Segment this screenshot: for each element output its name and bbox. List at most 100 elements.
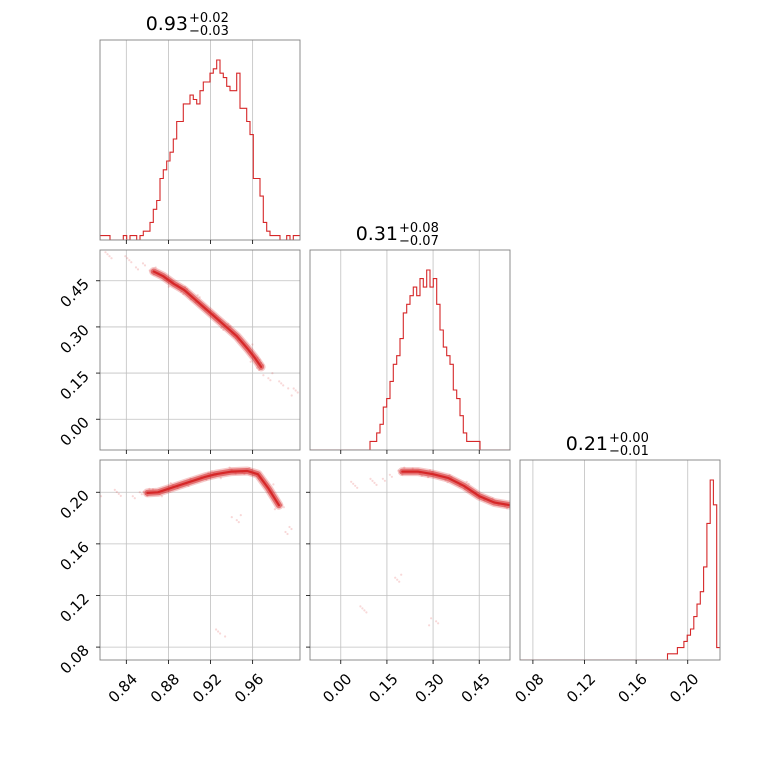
- panel-frame: [519, 459, 721, 661]
- sample-point: [249, 360, 252, 363]
- sample-point: [398, 580, 401, 583]
- sample-point: [430, 617, 433, 620]
- sample-point: [282, 506, 285, 509]
- sample-point: [282, 384, 285, 387]
- density-contour-inner: [401, 470, 510, 507]
- sample-point: [437, 622, 440, 625]
- y-tick-label: 0.12: [56, 590, 92, 626]
- y-tick-label: 0.16: [56, 538, 92, 574]
- sample-point: [196, 294, 199, 297]
- sample-point: [296, 391, 299, 394]
- sample-point: [269, 379, 272, 382]
- sample-point: [278, 380, 281, 383]
- sample-point: [219, 477, 222, 480]
- histogram-line: [100, 59, 300, 240]
- sample-point: [290, 527, 293, 531]
- sample-point: [363, 609, 366, 612]
- sample-point: [446, 481, 449, 484]
- sample-point: [148, 269, 151, 272]
- x-tick-label: 0.12: [563, 670, 599, 706]
- sample-point: [224, 635, 227, 638]
- x-tick-label: 0.20: [666, 670, 702, 706]
- panel-1-1: 0.31 +0.08−0.07: [309, 221, 511, 454]
- panel-2-2: 0.21 +0.00−0.01 0.08 0.12 0.16 0.20: [511, 431, 721, 706]
- sample-point: [273, 508, 276, 511]
- sample-point: [381, 477, 384, 480]
- panel-2-0: 0.84 0.88 0.92 0.96 0.08 0.12 0.16 0.20: [56, 459, 301, 706]
- sample-point: [219, 632, 222, 635]
- sample-point: [126, 257, 129, 260]
- panel-title-upper: +0.02: [189, 11, 229, 26]
- density-contour-inner: [146, 469, 280, 507]
- panel-content: [94, 466, 293, 638]
- y-tick-label: 0.00: [56, 413, 92, 449]
- sample-point: [128, 259, 131, 262]
- sample-point: [119, 494, 122, 497]
- panel-2-1: 0.00 0.15 0.30 0.45: [306, 459, 515, 706]
- sample-point: [350, 480, 353, 483]
- panel-title-value: 0.93: [146, 13, 188, 35]
- sample-point: [272, 483, 275, 486]
- x-tick-label: 0.30: [411, 670, 447, 706]
- sample-point: [271, 372, 274, 375]
- sample-point: [115, 490, 118, 493]
- y-tick-label: 0.20: [56, 486, 92, 522]
- sample-point: [94, 489, 96, 491]
- sample-point: [198, 296, 201, 299]
- sample-point: [371, 479, 374, 482]
- histogram-line: [520, 479, 720, 660]
- sample-point: [117, 492, 120, 495]
- sample-point: [356, 486, 359, 489]
- sample-point: [465, 480, 468, 483]
- sample-point: [154, 266, 157, 269]
- panel-title-upper: +0.00: [609, 431, 649, 446]
- sample-point: [365, 611, 368, 614]
- y-tick-label: 0.15: [56, 367, 92, 403]
- panel-frame: [99, 249, 301, 451]
- sample-point: [284, 530, 287, 534]
- panel-title-lower: −0.03: [189, 24, 229, 39]
- sample-point: [108, 255, 111, 258]
- sample-point: [383, 479, 386, 482]
- sample-point: [148, 487, 151, 490]
- sample-point: [467, 482, 470, 485]
- sample-point: [287, 387, 290, 390]
- sample-point: [262, 374, 265, 377]
- density-contour-inner: [152, 270, 263, 368]
- x-tick-label: 0.16: [615, 670, 651, 706]
- density-fill: [149, 267, 266, 372]
- panel-title-upper: +0.08: [399, 221, 439, 236]
- sample-point: [369, 477, 372, 480]
- sample-point: [361, 607, 364, 610]
- x-tick-label: 0.96: [231, 670, 267, 706]
- sample-point: [104, 251, 107, 254]
- x-tick-label: 0.15: [365, 670, 401, 706]
- x-tick-label: 0.08: [511, 670, 547, 706]
- sample-point: [280, 382, 283, 385]
- panel-content: [520, 479, 720, 660]
- density-contour-outer: [399, 468, 510, 509]
- panel-frame: [99, 39, 301, 241]
- sample-point: [256, 366, 259, 369]
- sample-point: [100, 495, 103, 498]
- sample-point: [511, 501, 513, 503]
- sample-point: [215, 628, 218, 631]
- sample-point: [237, 521, 240, 524]
- panel-content: [310, 269, 510, 450]
- sample-point: [375, 483, 378, 486]
- sample-point: [133, 497, 136, 500]
- panel-title-lower: −0.01: [609, 444, 649, 459]
- sample-point: [390, 475, 393, 478]
- panel-frame: [99, 459, 301, 661]
- sample-point: [110, 257, 113, 260]
- y-tick-label: 0.30: [56, 321, 92, 357]
- sample-point: [167, 285, 170, 288]
- sample-point: [140, 493, 143, 496]
- x-tick-label: 0.88: [147, 670, 183, 706]
- panel-content: [104, 251, 299, 397]
- sample-point: [106, 253, 109, 256]
- x-tick-label: 0.84: [105, 670, 141, 706]
- sample-point: [513, 503, 515, 505]
- sample-point: [230, 516, 233, 519]
- x-tick-label: 0.00: [319, 670, 355, 706]
